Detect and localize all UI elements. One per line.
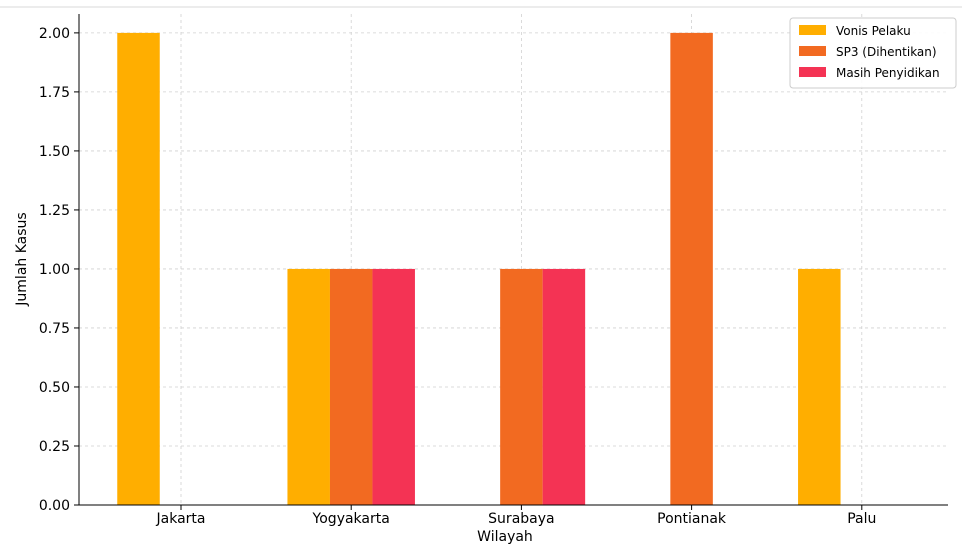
y-tick-label: 0.00 (39, 498, 70, 514)
legend-label: SP3 (Dihentikan) (836, 45, 937, 59)
x-tick-label: Palu (847, 511, 876, 527)
y-axis-title: Jumlah Kasus (14, 212, 30, 306)
legend: Vonis Pelaku SP3 (Dihentikan) Masih Penyid… (789, 17, 957, 89)
bars (117, 32, 841, 506)
y-tick-label: 2.00 (39, 26, 70, 42)
bar (542, 268, 586, 505)
y-tick-label: 1.00 (39, 262, 70, 278)
x-tick-label: Jakarta (156, 511, 206, 527)
x-tick-label: Yogyakarta (312, 511, 390, 527)
bar (798, 268, 841, 505)
x-tick-label: Surabaya (488, 511, 554, 527)
legend-swatch (799, 67, 826, 77)
bar (287, 268, 330, 505)
legend-swatch (799, 46, 826, 56)
legend-box (789, 17, 957, 89)
x-tick-label: Pontianak (657, 511, 727, 527)
bar (329, 268, 373, 505)
bar (117, 32, 160, 506)
legend-label: Masih Penyidikan (836, 66, 940, 80)
axes (78, 14, 948, 506)
bar (670, 32, 713, 506)
x-axis-title: Wilayah (477, 529, 533, 545)
y-tick-label: 0.50 (39, 380, 70, 396)
y-tick-label: 1.75 (39, 85, 70, 101)
legend-label: Vonis Pelaku (836, 24, 911, 38)
y-tick-label: 1.50 (39, 144, 70, 160)
y-tick-label: 1.25 (39, 203, 70, 219)
tick-labels: 0.00 0.25 0.50 0.75 1.00 1.25 1.50 1.75 2.00 Jaka… (39, 26, 877, 527)
y-tick-label: 0.25 (39, 439, 70, 455)
bar (500, 268, 543, 505)
legend-swatch (799, 25, 826, 35)
y-tick-label: 0.75 (39, 321, 70, 337)
bar (372, 268, 415, 505)
